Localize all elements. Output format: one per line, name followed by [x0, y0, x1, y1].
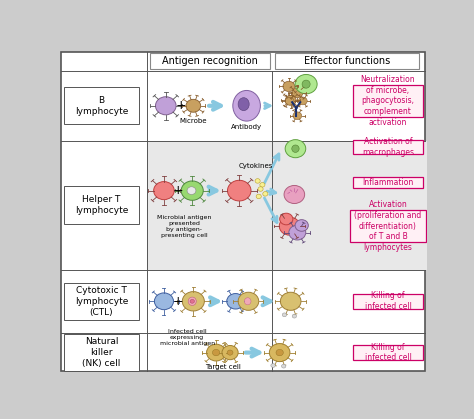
Circle shape	[292, 88, 303, 98]
Circle shape	[282, 313, 287, 317]
Circle shape	[295, 75, 317, 94]
Text: Activation of
macrophages: Activation of macrophages	[362, 137, 414, 157]
Circle shape	[283, 81, 295, 92]
Text: Cytotoxic T
lymphocyte
(CTL): Cytotoxic T lymphocyte (CTL)	[75, 286, 128, 317]
Circle shape	[269, 344, 290, 362]
Circle shape	[212, 349, 220, 356]
Circle shape	[292, 314, 297, 318]
Text: +: +	[172, 295, 183, 308]
Text: Neutralization
of microbe,
phagocytosis,
complement
activation: Neutralization of microbe, phagocytosis,…	[361, 75, 415, 127]
Circle shape	[282, 364, 286, 368]
Text: Antibody: Antibody	[231, 124, 262, 130]
Ellipse shape	[245, 298, 251, 305]
Circle shape	[227, 350, 233, 355]
Circle shape	[255, 178, 260, 183]
Text: Antigen recognition: Antigen recognition	[162, 56, 258, 66]
FancyBboxPatch shape	[353, 177, 423, 189]
Text: Helper T
lymphocyte: Helper T lymphocyte	[75, 195, 128, 215]
Circle shape	[284, 186, 305, 204]
FancyBboxPatch shape	[353, 345, 423, 360]
Text: Killing of
infected cell: Killing of infected cell	[365, 343, 411, 362]
FancyBboxPatch shape	[353, 294, 423, 309]
Circle shape	[238, 292, 259, 310]
FancyBboxPatch shape	[353, 140, 423, 154]
FancyBboxPatch shape	[147, 141, 427, 270]
FancyBboxPatch shape	[353, 85, 423, 117]
Circle shape	[258, 187, 263, 191]
Circle shape	[181, 181, 203, 200]
Text: +: +	[172, 184, 183, 197]
FancyBboxPatch shape	[350, 210, 426, 242]
Text: Effector functions: Effector functions	[304, 56, 391, 66]
Circle shape	[187, 187, 196, 194]
Circle shape	[222, 346, 238, 360]
Circle shape	[154, 181, 174, 200]
Circle shape	[228, 180, 251, 201]
FancyBboxPatch shape	[64, 186, 139, 224]
Text: Killing of
infected cell: Killing of infected cell	[365, 291, 411, 311]
Ellipse shape	[238, 98, 249, 111]
Circle shape	[281, 292, 301, 310]
Circle shape	[299, 97, 307, 105]
FancyBboxPatch shape	[64, 282, 139, 320]
Circle shape	[256, 194, 261, 199]
FancyBboxPatch shape	[61, 52, 425, 371]
Circle shape	[285, 97, 294, 105]
FancyBboxPatch shape	[150, 52, 270, 69]
Text: Inflammation: Inflammation	[363, 178, 414, 187]
Text: Infected cell
expressing
microbial antigen: Infected cell expressing microbial antig…	[160, 329, 215, 346]
Circle shape	[190, 299, 194, 303]
Text: Microbial antigen
presented
by antigen-
presenting cell: Microbial antigen presented by antigen- …	[157, 215, 211, 238]
Circle shape	[155, 97, 176, 115]
Ellipse shape	[302, 80, 310, 88]
Circle shape	[280, 213, 293, 225]
Circle shape	[271, 364, 275, 367]
Circle shape	[285, 96, 296, 105]
Ellipse shape	[233, 91, 260, 121]
Circle shape	[293, 112, 302, 120]
FancyBboxPatch shape	[64, 87, 139, 124]
Text: Natural
killer
(NK) cell: Natural killer (NK) cell	[82, 337, 121, 368]
Circle shape	[285, 140, 306, 158]
Circle shape	[155, 293, 173, 310]
Circle shape	[276, 349, 283, 356]
Circle shape	[295, 220, 308, 231]
Circle shape	[279, 217, 300, 235]
Circle shape	[182, 292, 204, 311]
Text: +: +	[175, 99, 186, 112]
Text: Activation
(proliferation and
differentiation)
of T and B
lymphocytes: Activation (proliferation and differenti…	[355, 200, 422, 252]
FancyBboxPatch shape	[275, 52, 419, 69]
Circle shape	[227, 294, 245, 309]
FancyBboxPatch shape	[64, 334, 139, 371]
Text: Target cell: Target cell	[205, 364, 241, 370]
Circle shape	[263, 191, 268, 196]
Circle shape	[186, 99, 201, 112]
Ellipse shape	[188, 297, 196, 305]
Circle shape	[207, 344, 226, 361]
Ellipse shape	[292, 145, 299, 153]
Circle shape	[289, 225, 306, 240]
Text: Cytokines: Cytokines	[238, 163, 273, 169]
Text: Microbe: Microbe	[180, 118, 207, 124]
Text: B
lymphocyte: B lymphocyte	[75, 96, 128, 116]
Circle shape	[260, 183, 265, 187]
